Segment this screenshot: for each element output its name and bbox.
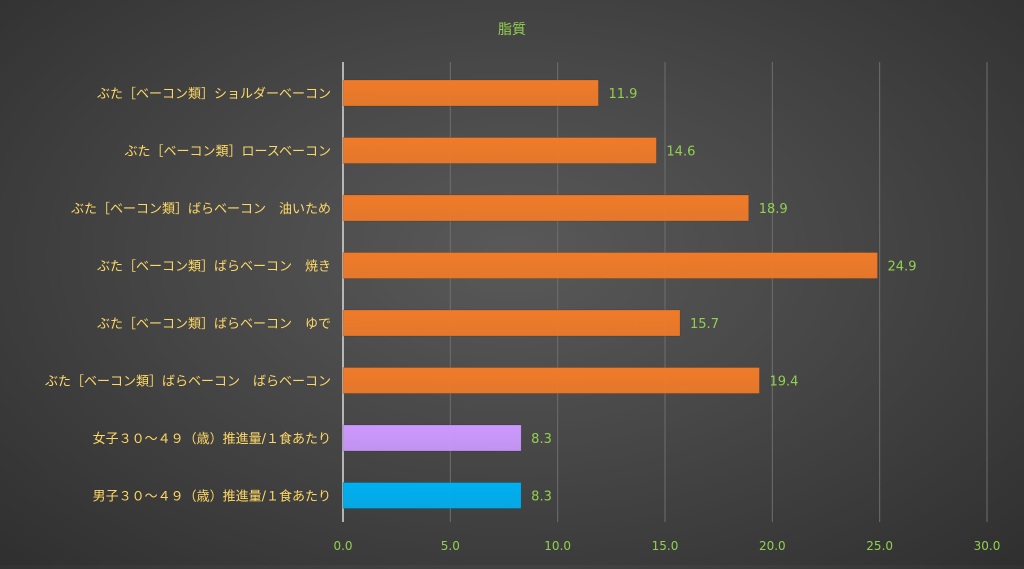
bar [342,367,760,394]
bar [342,79,599,107]
data-label: 19.4 [769,375,798,390]
value-labels: 11.9 14.6 18.9 24.9 15.7 19.4 8.3 8.3 [531,87,916,505]
x-tick-label: 10.0 [544,539,571,553]
data-label: 14.6 [666,145,695,160]
category-label: ぶた［ベーコン類］ばらベーコン 焼き [97,260,331,275]
bar [342,309,681,337]
data-label: 18.9 [759,202,788,217]
category-label: ぶた［ベーコン類］ばらベーコン ばらベーコン [45,375,331,390]
bar [342,194,749,222]
x-tick-label: 25.0 [866,539,893,553]
category-label: ぶた［ベーコン類］ロースベーコン [125,145,331,160]
bar [342,424,522,452]
bar [342,482,522,509]
x-tick-label: 5.0 [441,539,460,553]
x-tick-label: 30.0 [974,539,1001,553]
data-label: 8.3 [531,432,552,447]
x-tick-labels: 0.0 5.0 10.0 15.0 20.0 25.0 30.0 [333,539,1000,553]
category-label: ぶた［ベーコン類］ばらベーコン 油いため [71,202,331,217]
bars [342,79,878,509]
data-label: 15.7 [690,317,719,332]
bar [342,252,878,279]
grid-lines [342,62,988,522]
category-label: 女子３０～４９（歳）推進量/１食あたり [93,431,331,447]
data-label: 11.9 [608,87,637,102]
category-labels: ぶた［ベーコン類］ショルダーベーコンぶた［ベーコン類］ロースベーコンぶた［ベーコ… [45,87,331,505]
x-tick-label: 15.0 [652,539,679,553]
category-label: ぶた［ベーコン類］ばらベーコン ゆで [97,317,331,332]
data-label: 8.3 [531,490,552,505]
chart-title: 脂質 [498,22,526,38]
x-tick-label: 20.0 [759,539,786,553]
category-label: 男子３０～４９（歳）推進量/１食あたり [93,489,331,505]
bar [342,137,657,164]
x-tick-label: 0.0 [333,539,352,553]
category-label: ぶた［ベーコン類］ショルダーベーコン [97,87,331,102]
data-label: 24.9 [888,260,917,275]
